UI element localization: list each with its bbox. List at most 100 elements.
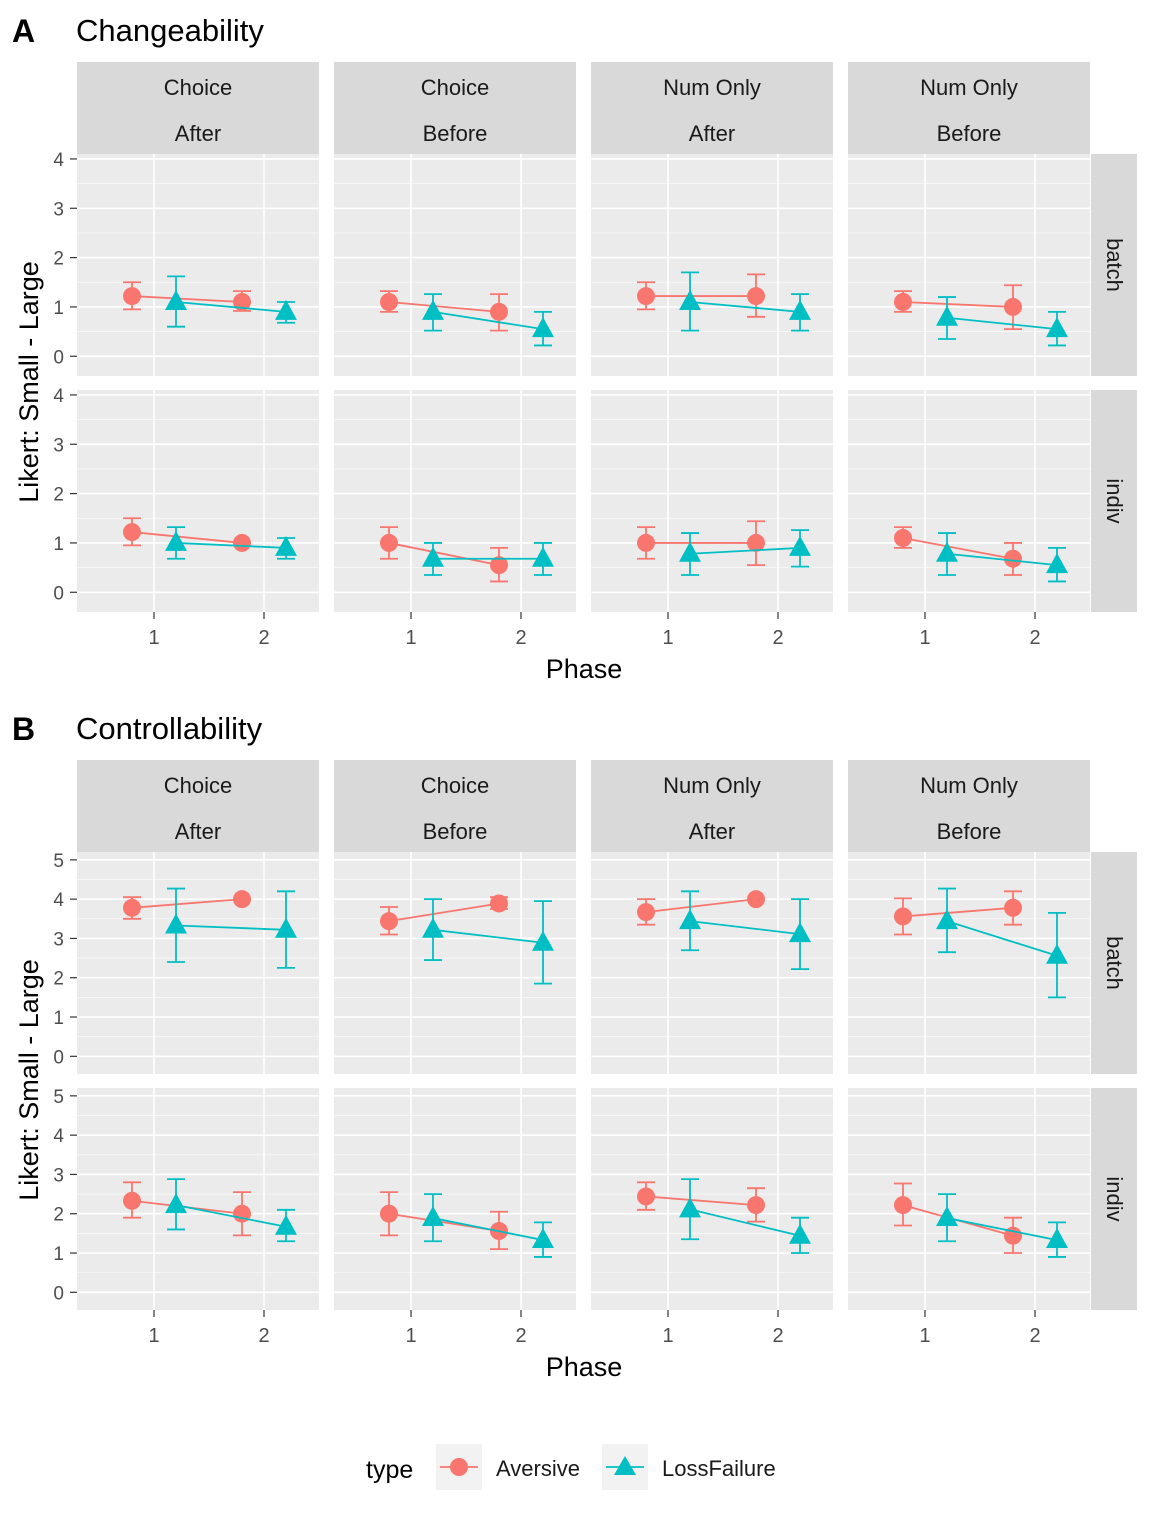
legend-title: type — [366, 1456, 413, 1484]
data-point-aversive — [637, 1187, 655, 1206]
data-point-lossfailure — [679, 909, 701, 930]
data-point-aversive — [637, 533, 655, 552]
data-point-aversive — [380, 293, 398, 311]
facet-strip-label: Num Only — [663, 773, 761, 798]
facet-strip-b-3 — [848, 760, 1090, 852]
facet-strip-label: After — [689, 819, 735, 844]
series-line-aversive — [902, 301, 1014, 308]
data-point-aversive — [894, 293, 912, 311]
series-line-lossfailure — [175, 924, 287, 931]
data-point-aversive — [1004, 898, 1022, 917]
facet-strip-a-1 — [334, 62, 576, 154]
panel-background — [591, 852, 833, 1074]
legend: type Aversive LossFailure — [366, 1444, 776, 1490]
panel-letter-a: A — [12, 13, 35, 49]
data-point-lossfailure — [789, 1223, 811, 1244]
row-strip-a-batch — [1091, 154, 1137, 376]
y-tick-label: 5 — [53, 851, 64, 872]
data-point-lossfailure — [936, 541, 958, 562]
series-line-lossfailure — [432, 1217, 544, 1241]
facet-strip-b-2 — [591, 760, 833, 852]
facet-strip-label: After — [175, 121, 221, 146]
facet-strip-a-0 — [77, 62, 319, 154]
data-point-lossfailure — [679, 290, 701, 310]
panel-background — [848, 390, 1090, 612]
x-tick-label: 2 — [772, 627, 783, 649]
panel-background — [591, 1088, 833, 1310]
data-point-aversive — [233, 533, 251, 552]
series-line-aversive — [902, 906, 1014, 918]
data-point-lossfailure — [789, 535, 811, 556]
legend-label-aversive: Aversive — [496, 1456, 580, 1481]
data-point-lossfailure — [165, 290, 187, 310]
data-point-lossfailure — [422, 917, 444, 938]
data-point-aversive — [747, 287, 765, 306]
data-point-aversive — [637, 287, 655, 306]
data-point-aversive — [490, 556, 508, 575]
data-point-aversive — [233, 890, 251, 909]
row-strip-b-indiv — [1091, 1088, 1137, 1310]
y-tick-label: 0 — [53, 347, 64, 368]
panel-background — [77, 1088, 319, 1310]
series-line-lossfailure — [175, 301, 287, 313]
y-tick-label: 1 — [53, 1244, 64, 1265]
x-tick-label: 2 — [258, 627, 269, 649]
series-line-aversive — [131, 295, 243, 303]
data-point-aversive — [380, 533, 398, 552]
row-strip-a-indiv — [1091, 390, 1137, 612]
figure-a-panels: Choice After Choice Before Num Only After Num … — [53, 62, 1137, 649]
data-point-lossfailure — [275, 1214, 297, 1235]
data-point-lossfailure — [789, 299, 811, 320]
row-strip-label: indiv — [1102, 478, 1127, 523]
series-line-aversive — [388, 301, 500, 313]
data-point-aversive — [747, 890, 765, 909]
x-axis-label-b: Phase — [546, 1352, 623, 1382]
x-tick-label: 2 — [515, 627, 526, 649]
series-line-aversive — [131, 531, 243, 544]
y-tick-label: 0 — [53, 1283, 64, 1304]
series-line-aversive — [645, 898, 757, 914]
facet-strip-label: Num Only — [920, 75, 1018, 100]
y-tick-label: 3 — [53, 929, 64, 950]
series-line-aversive — [902, 537, 1014, 560]
panel-background — [77, 852, 319, 1074]
facet-strip-a-3 — [848, 62, 1090, 154]
facet-strip-label: Num Only — [663, 75, 761, 100]
panel-background — [77, 390, 319, 612]
series-line-lossfailure — [689, 920, 801, 936]
y-axis-label-a: Likert: Small - Large — [14, 261, 44, 503]
data-point-aversive — [123, 898, 141, 917]
data-point-lossfailure — [165, 913, 187, 934]
panel-background — [591, 154, 833, 376]
data-point-lossfailure — [275, 917, 297, 938]
facet-strip-a-2 — [591, 62, 833, 154]
data-point-lossfailure — [532, 317, 554, 338]
data-point-lossfailure — [679, 1197, 701, 1218]
data-point-lossfailure — [1046, 317, 1068, 338]
chart-title-controllability: Controllability — [76, 711, 263, 746]
panel-letter-b: B — [12, 711, 35, 747]
x-tick-label: 1 — [919, 1325, 930, 1347]
panel-background — [848, 1088, 1090, 1310]
y-axis-label-b: Likert: Small - Large — [14, 959, 44, 1201]
data-point-lossfailure — [532, 1228, 554, 1249]
facet-strip-label: After — [689, 121, 735, 146]
data-point-lossfailure — [165, 530, 187, 551]
data-point-lossfailure — [936, 305, 958, 326]
x-tick-label: 1 — [662, 627, 673, 649]
data-point-aversive — [123, 287, 141, 306]
data-point-aversive — [1004, 297, 1022, 316]
panel-background — [77, 154, 319, 376]
y-tick-label: 4 — [53, 890, 64, 911]
x-tick-label: 2 — [258, 1325, 269, 1347]
x-tick-label: 2 — [1029, 1325, 1040, 1347]
series-line-lossfailure — [946, 1217, 1058, 1241]
y-tick-label: 0 — [53, 583, 64, 604]
data-point-aversive — [233, 293, 251, 311]
facet-strip-b-0 — [77, 760, 319, 852]
legend-key-lossfailure-triangle — [614, 1456, 636, 1475]
x-tick-label: 1 — [148, 1325, 159, 1347]
x-tick-label: 2 — [1029, 627, 1040, 649]
x-tick-label: 1 — [662, 1325, 673, 1347]
